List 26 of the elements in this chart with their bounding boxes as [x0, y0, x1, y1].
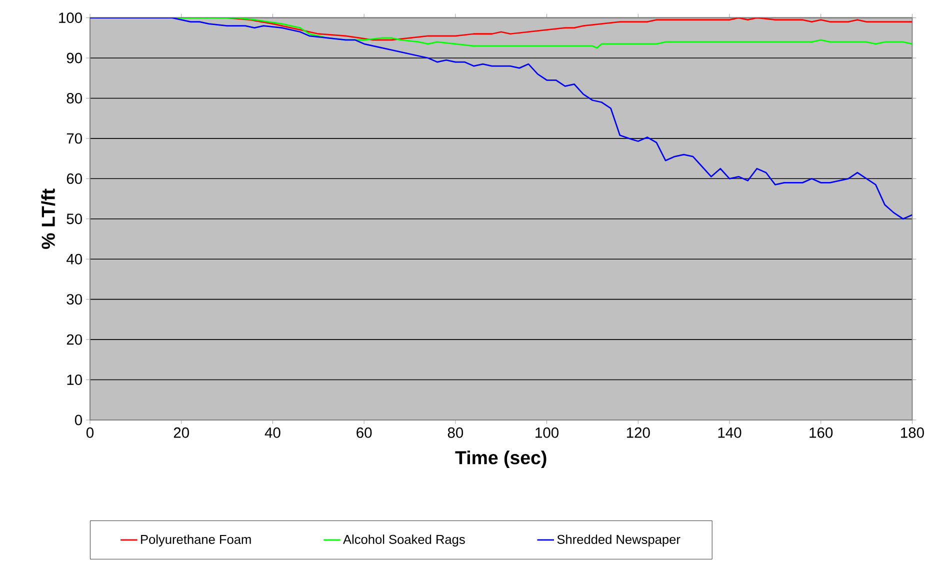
- x-tick-label: 180: [901, 427, 924, 438]
- x-tick-label: 40: [264, 427, 280, 438]
- x-axis-title: Time (sec): [455, 450, 546, 468]
- y-tick-label: 20: [66, 334, 82, 345]
- y-axis-title: % LT/ft: [41, 188, 56, 249]
- x-tick-label: 140: [718, 427, 742, 438]
- y-tick-label: 60: [66, 173, 82, 184]
- x-tick-label: 80: [448, 427, 464, 438]
- y-tick-label: 40: [66, 254, 82, 264]
- y-tick-label: 90: [66, 52, 82, 64]
- y-tick-label: 50: [66, 214, 82, 224]
- legend-label: Alcohol Soaked Rags: [343, 534, 465, 546]
- legend-label: Shredded Newspaper: [557, 534, 680, 546]
- y-tick-label: 100: [59, 12, 82, 23]
- x-tick-label: 100: [536, 427, 559, 438]
- y-tick-label: 10: [67, 374, 82, 385]
- x-tick-label: 20: [174, 427, 189, 438]
- x-tick-label: 120: [626, 427, 650, 438]
- x-tick-label: 160: [810, 427, 833, 438]
- y-tick-label: 30: [66, 294, 82, 305]
- y-tick-label: 0: [74, 414, 82, 426]
- y-tick-label: 80: [66, 92, 82, 104]
- legend-label: Polyurethane Foam: [141, 534, 251, 546]
- x-tick-label: 60: [356, 427, 372, 438]
- y-tick-label: 70: [66, 133, 82, 144]
- x-tick-label: 0: [86, 427, 94, 438]
